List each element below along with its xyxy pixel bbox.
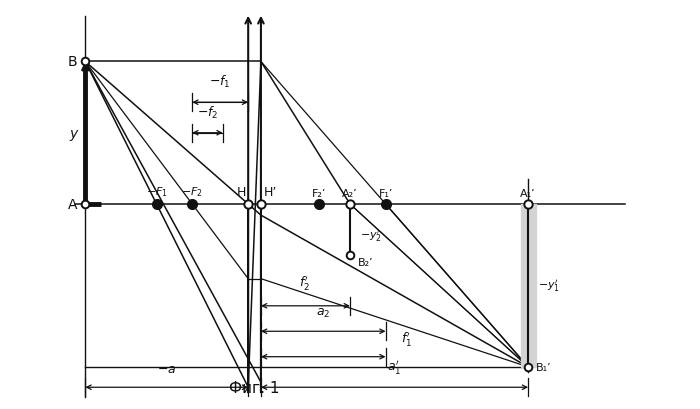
Text: B: B [68,55,78,69]
Text: H’: H’ [263,185,276,198]
Text: H: H [237,185,246,198]
Text: A₂’: A₂’ [342,189,358,198]
Text: $a_2$: $a_2$ [316,306,330,319]
Text: $-F_2$: $-F_2$ [181,184,203,198]
Text: $-y_1'$: $-y_1'$ [538,278,561,294]
Text: $f_2'$: $f_2'$ [299,273,309,291]
Bar [521,204,536,367]
Text: A: A [68,198,78,211]
Text: $f_1'$: $f_1'$ [401,329,412,347]
Text: $-y_2'$: $-y_2'$ [360,227,382,243]
Text: B₁’: B₁’ [536,362,552,372]
Text: y: y [69,126,78,140]
Text: F₂’: F₂’ [312,189,327,198]
Text: A₁’: A₁’ [520,189,536,198]
Text: $-F_1$: $-F_1$ [146,184,167,198]
Text: $a_1'$: $a_1'$ [387,357,402,375]
Text: Фиг. 1: Фиг. 1 [229,380,279,395]
Text: B₂’: B₂’ [358,258,373,268]
Text: $-a$: $-a$ [157,362,176,375]
Text: $-f_2$: $-f_2$ [197,105,218,121]
Text: F₁’: F₁’ [379,189,393,198]
Text: $-f_1$: $-f_1$ [209,74,231,90]
